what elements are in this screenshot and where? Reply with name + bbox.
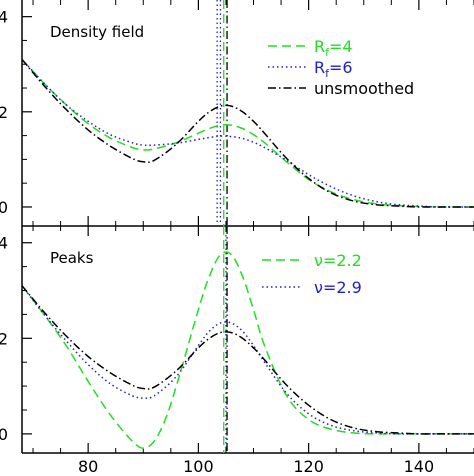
bottom-xtick-label: 80 — [78, 457, 98, 476]
top-ytick-label: 2 — [0, 103, 8, 122]
bottom-series-line-1 — [21, 285, 474, 435]
top-panel-yticklabels: 0 2 4 — [0, 8, 8, 217]
bottom-ytick-label: 4 — [0, 234, 8, 253]
top-panel-grid-and-frame — [21, 0, 474, 227]
top-panel-series — [21, 58, 474, 208]
bottom-xtick-label: 100 — [183, 457, 214, 476]
top-panel-vlines — [216, 0, 228, 226]
bottom-xtick-label: 140 — [404, 457, 435, 476]
legend-label-unsmoothed: unsmoothed — [314, 79, 414, 98]
bottom-ytick-label: 2 — [0, 329, 8, 348]
legend-label-nu29: ν=2.9 — [314, 278, 362, 297]
bottom-series-line-0 — [21, 251, 474, 449]
bottom-panel-yticklabels: 0 2 4 — [0, 234, 8, 444]
bottom-panel-vlines — [223, 226, 228, 453]
top-panel: 0 2 4 Density field Rf=4 Rf=6 unsmoothed — [0, 0, 474, 227]
top-series-line-2 — [21, 59, 474, 208]
bottom-series-line-2 — [21, 285, 474, 435]
top-ytick-label: 4 — [0, 8, 8, 27]
top-legend: Rf=4 Rf=6 unsmoothed — [268, 37, 414, 98]
bottom-panel: 0 2 4 80 100 120 140 Peaks ν=2.2 ν=2.9 — [0, 226, 474, 476]
bottom-xtick-label: 120 — [293, 457, 324, 476]
legend-label-rf4: Rf=4 — [314, 37, 353, 59]
bottom-panel-xticklabels: 80 100 120 140 — [78, 457, 434, 476]
bottom-ytick-label: 0 — [0, 425, 8, 444]
top-series-line-0 — [21, 58, 474, 208]
top-panel-title: Density field — [50, 23, 144, 41]
legend-label-rf6: Rf=6 — [314, 58, 353, 80]
top-ytick-label: 0 — [0, 198, 8, 217]
bottom-panel-title: Peaks — [50, 249, 94, 267]
bottom-legend: ν=2.2 ν=2.9 — [262, 251, 362, 297]
bottom-panel-grid-and-frame — [21, 226, 474, 454]
bottom-panel-series — [21, 251, 474, 449]
legend-label-nu22: ν=2.2 — [314, 251, 362, 270]
